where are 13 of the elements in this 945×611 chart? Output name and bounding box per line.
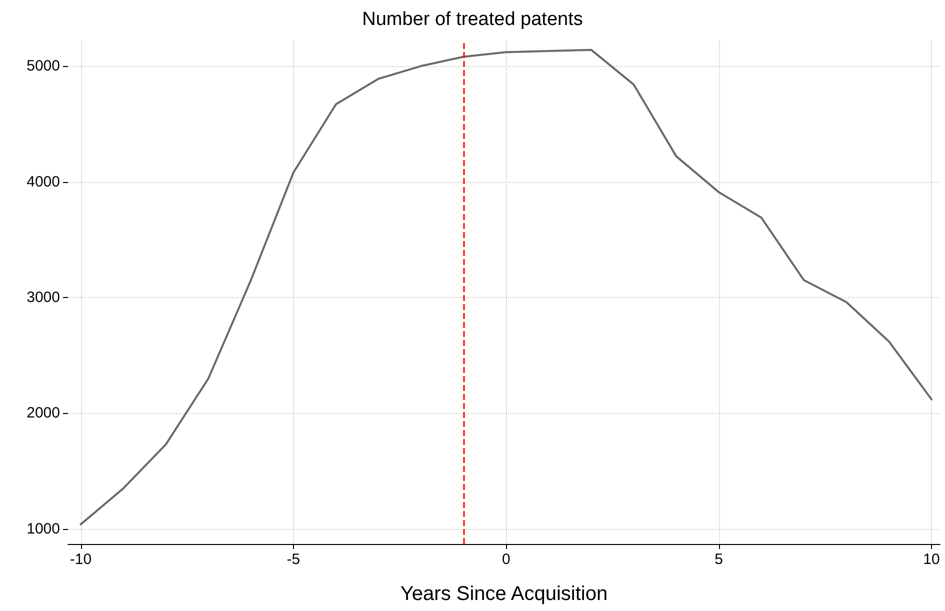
- chart-title: Number of treated patents: [362, 9, 583, 30]
- y-tick-label: 3000: [26, 288, 60, 306]
- line-series: [80, 48, 932, 526]
- y-tick-label: 4000: [26, 173, 60, 190]
- x-axis-title: Years Since Acquisition: [400, 583, 608, 605]
- x-tick-label: 5: [714, 551, 723, 568]
- y-tick-label: 2000: [26, 404, 60, 422]
- y-tick-label: 5000: [26, 58, 60, 75]
- x-tick-label: -5: [286, 551, 300, 568]
- y-tick-label: 1000: [26, 520, 60, 538]
- x-tick-label: 10: [923, 551, 940, 568]
- x-tick-label: 0: [502, 551, 510, 568]
- x-tick-label: -10: [70, 551, 92, 568]
